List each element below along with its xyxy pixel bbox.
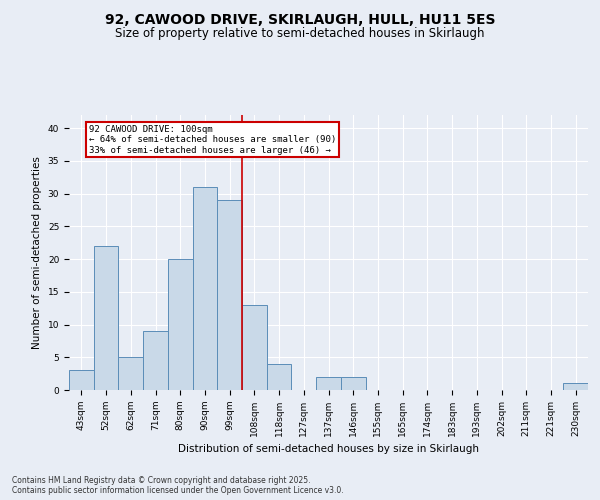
Bar [341, 377, 365, 390]
Y-axis label: Number of semi-detached properties: Number of semi-detached properties [32, 156, 42, 349]
Bar [563, 384, 588, 390]
Text: Contains HM Land Registry data © Crown copyright and database right 2025.
Contai: Contains HM Land Registry data © Crown c… [12, 476, 344, 495]
Bar [118, 358, 143, 390]
Text: 92 CAWOOD DRIVE: 100sqm
← 64% of semi-detached houses are smaller (90)
33% of se: 92 CAWOOD DRIVE: 100sqm ← 64% of semi-de… [89, 125, 336, 154]
Bar [242, 305, 267, 390]
Bar [168, 259, 193, 390]
Bar [94, 246, 118, 390]
Text: 92, CAWOOD DRIVE, SKIRLAUGH, HULL, HU11 5ES: 92, CAWOOD DRIVE, SKIRLAUGH, HULL, HU11 … [105, 12, 495, 26]
Bar [193, 187, 217, 390]
X-axis label: Distribution of semi-detached houses by size in Skirlaugh: Distribution of semi-detached houses by … [178, 444, 479, 454]
Bar [267, 364, 292, 390]
Bar [143, 331, 168, 390]
Text: Size of property relative to semi-detached houses in Skirlaugh: Size of property relative to semi-detach… [115, 28, 485, 40]
Bar [217, 200, 242, 390]
Bar [69, 370, 94, 390]
Bar [316, 377, 341, 390]
